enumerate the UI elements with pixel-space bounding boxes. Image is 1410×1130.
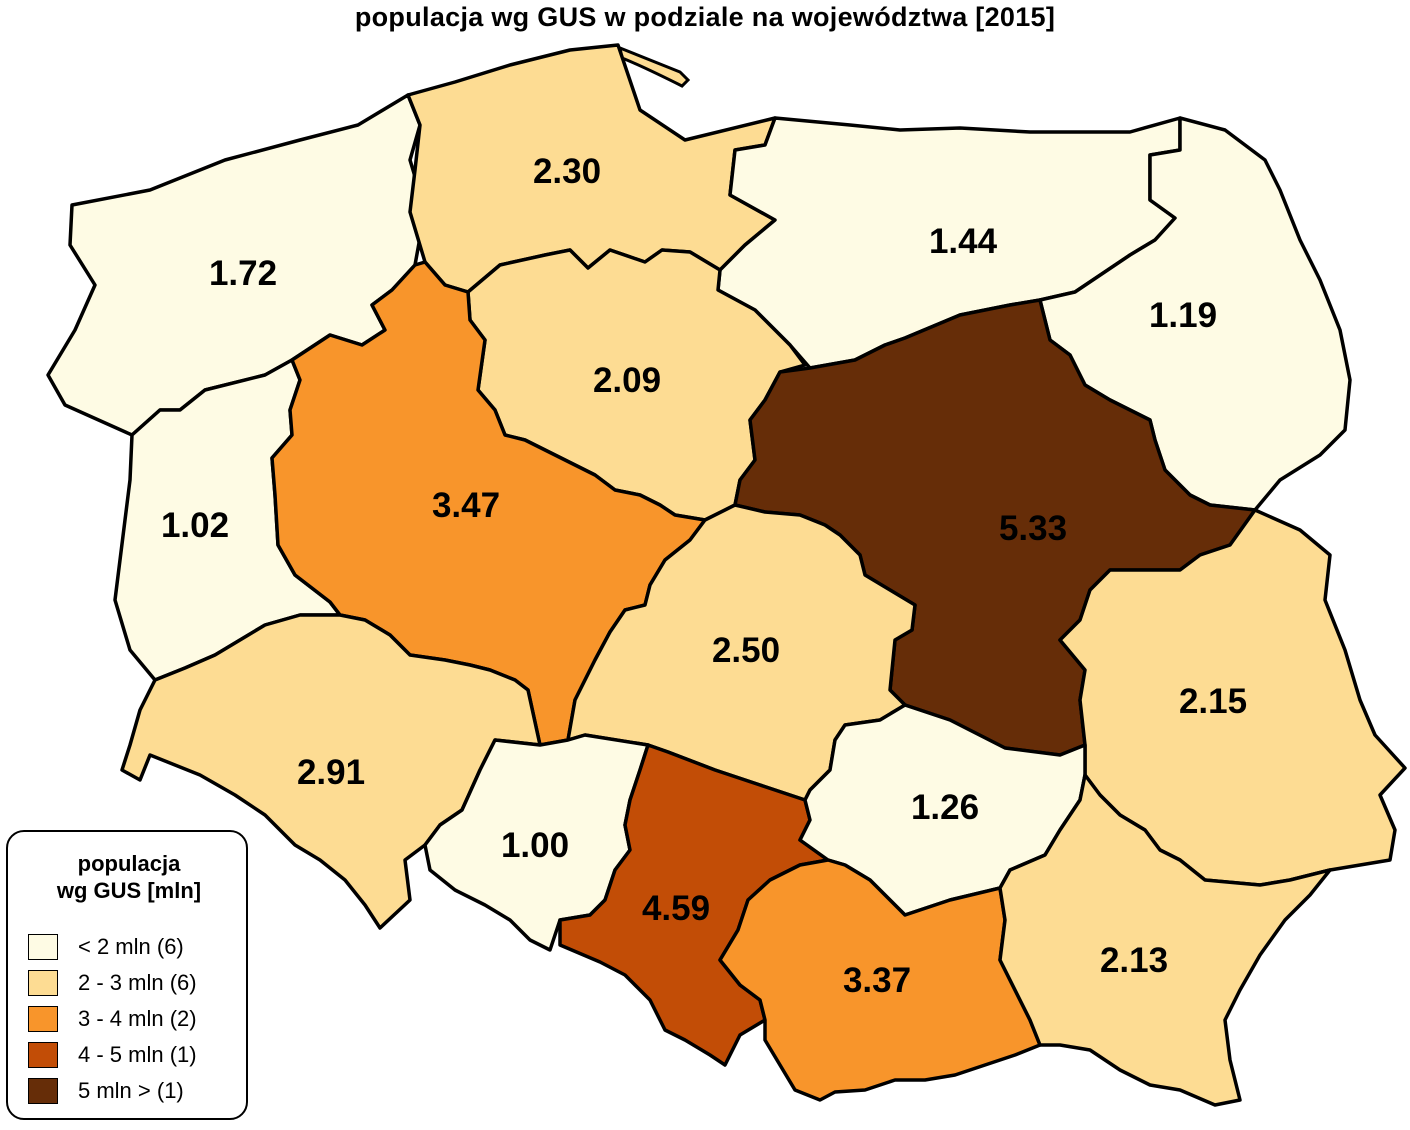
legend-title: populacja wg GUS [mln] [8,850,250,904]
legend-title-line1: populacja [77,851,181,876]
value-label-pomeranian: 2.30 [533,152,601,191]
value-label-greater-poland: 3.47 [432,486,500,525]
legend-swatch [28,934,58,960]
legend-item: 2 - 3 mln (6) [28,968,197,998]
legend-item: 4 - 5 mln (1) [28,1040,197,1070]
value-label-subcarpathian: 2.13 [1100,941,1168,980]
value-label-masovian: 5.33 [999,509,1067,548]
legend-label: < 2 mln (6) [78,934,184,959]
legend-label: 2 - 3 mln (6) [78,970,197,995]
value-label-lesser-poland: 3.37 [843,961,911,1000]
legend-title-line2: wg GUS [mln] [56,878,202,903]
region-subcarpathian[interactable] [998,773,1332,1107]
value-label-silesian: 4.59 [642,889,710,928]
legend-swatch [28,1078,58,1104]
value-label-swietokrzyskie: 1.26 [911,788,979,827]
region-value-labels: 1.72 2.30 1.44 1.19 2.09 1.02 3.47 5.33 … [161,152,1247,1000]
value-label-lodz: 2.50 [712,631,780,670]
map-title: populacja wg GUS w podziale na województ… [354,2,1056,32]
legend-label: 3 - 4 mln (2) [78,1006,197,1031]
hel-peninsula [617,45,691,88]
value-label-kuyavian-pomeranian: 2.09 [593,361,661,400]
legend-item: < 2 mln (6) [28,932,184,962]
value-label-lower-silesian: 2.91 [297,753,365,792]
value-label-lublin: 2.15 [1179,682,1247,721]
legend-item: 5 mln > (1) [28,1076,184,1106]
legend-label: 4 - 5 mln (1) [78,1042,197,1067]
value-label-warmian-masurian: 1.44 [929,222,998,261]
value-label-west-pomeranian: 1.72 [209,254,277,293]
legend-swatch [28,1042,58,1068]
value-label-opole: 1.00 [501,826,569,865]
legend-item: 3 - 4 mln (2) [28,1004,197,1034]
legend-swatch [28,1006,58,1032]
legend: populacja wg GUS [mln] < 2 mln (6) 2 - 3… [6,830,248,1120]
legend-swatch [28,970,58,996]
value-label-lubusz: 1.02 [161,506,229,545]
legend-label: 5 mln > (1) [78,1078,184,1103]
value-label-podlaskie: 1.19 [1149,296,1217,335]
